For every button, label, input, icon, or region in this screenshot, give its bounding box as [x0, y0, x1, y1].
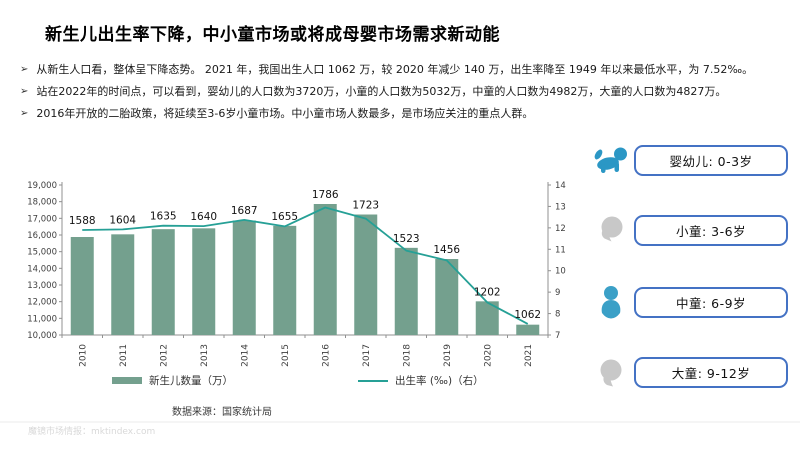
- x-axis-label: 2021: [524, 344, 534, 367]
- birthrate-line: [82, 206, 529, 325]
- svg-text:14,000: 14,000: [28, 264, 57, 274]
- bullet-text: 从新生人口看，整体呈下降态势。 2021 年，我国出生人口 1062 万，较 2…: [36, 63, 754, 76]
- x-axis-label: 2012: [159, 344, 169, 367]
- bar-value-label: 1523: [393, 233, 420, 245]
- x-axis-label: 2018: [402, 344, 412, 367]
- svg-text:12,000: 12,000: [28, 298, 57, 308]
- age-group-box: 大童: 9-12岁: [634, 356, 788, 388]
- baby-crawl-icon: [593, 142, 629, 178]
- bullet-list: ➢ 从新生人口看，整体呈下降态势。 2021 年，我国出生人口 1062 万，较 …: [20, 62, 786, 128]
- svg-text:19,000: 19,000: [28, 181, 57, 191]
- svg-text:9: 9: [555, 288, 560, 298]
- data-source: 数据来源：国家统计局: [172, 407, 272, 418]
- x-axis-label: 2019: [443, 344, 453, 367]
- svg-text:17,000: 17,000: [28, 214, 57, 224]
- bullet-text: 站在2022年的时间点，可以看到，婴幼儿的人口数为3720万，小童的人口数为50…: [36, 85, 727, 98]
- age-group-row: 中童: 6-9岁: [593, 284, 788, 320]
- bar-value-label: 1202: [474, 286, 501, 298]
- bullet-item: ➢ 从新生人口看，整体呈下降态势。 2021 年，我国出生人口 1062 万，较 …: [20, 62, 786, 77]
- svg-text:11,000: 11,000: [28, 314, 57, 324]
- bar-2010: [70, 237, 94, 335]
- svg-text:13,000: 13,000: [28, 281, 57, 291]
- watermark: 魔镜市场情报：mktindex.com: [28, 427, 156, 437]
- bar-2018: [394, 247, 418, 335]
- x-axis-label: 2017: [362, 344, 372, 367]
- bar-2012: [151, 229, 175, 335]
- bar-value-label: 1655: [271, 211, 298, 223]
- x-axis-label: 2014: [240, 344, 250, 367]
- x-axis-label: 2010: [78, 344, 88, 367]
- bar-value-label: 1062: [514, 309, 541, 321]
- birth-chart: 19,000 18,000 17,000 16,000 15,000 14,000 13,0…: [28, 181, 566, 367]
- svg-text:15,000: 15,000: [28, 248, 57, 258]
- bar-2011: [111, 234, 135, 335]
- bullet-arrow-icon: ➢: [20, 86, 29, 97]
- svg-text:8: 8: [555, 310, 560, 320]
- x-axis-label: 2020: [483, 344, 493, 367]
- big-child-head-icon: [593, 354, 629, 390]
- bar-2020: [475, 301, 499, 335]
- x-axis-label: 2013: [200, 344, 210, 367]
- x-axis-label: 2011: [119, 344, 129, 367]
- age-group-box: 婴幼儿: 0-3岁: [634, 144, 788, 176]
- bar-2021: [516, 324, 540, 335]
- svg-text:18,000: 18,000: [28, 198, 57, 208]
- bar-value-label: 1635: [150, 211, 177, 223]
- bar-2019: [435, 259, 459, 335]
- bar-value-label: 1786: [312, 189, 339, 201]
- age-group-row: 婴幼儿: 0-3岁: [593, 142, 788, 178]
- bar-2015: [273, 225, 297, 335]
- age-group-box: 中童: 6-9岁: [634, 286, 788, 318]
- svg-text:16,000: 16,000: [28, 231, 57, 241]
- svg-text:14: 14: [555, 181, 566, 191]
- bar-value-label: 1723: [352, 200, 379, 212]
- footer-divider: [0, 421, 800, 423]
- age-group-label: 中童: 6-9岁: [675, 295, 747, 311]
- bar-value-label: 1588: [69, 215, 96, 227]
- bullet-arrow-icon: ➢: [20, 64, 29, 75]
- x-axis-label: 2015: [281, 344, 291, 367]
- svg-text:13: 13: [555, 202, 566, 212]
- bar-value-label: 1604: [109, 214, 136, 226]
- mid-child-bust-icon: [593, 284, 629, 320]
- bullet-item: ➢ 2016年开放的二胎政策，将延续至3-6岁小童市场。中小童市场人数最多，是市场…: [20, 106, 786, 121]
- svg-text:10,000: 10,000: [28, 331, 57, 341]
- age-group-label: 大童: 9-12岁: [671, 365, 751, 381]
- bar-2013: [192, 228, 216, 335]
- page-title: 新生儿出生率下降，中小童市场或将成母婴市场需求新动能: [45, 25, 500, 45]
- bar-2016: [313, 204, 337, 335]
- bar-value-label: 1640: [190, 211, 217, 223]
- bar-value-label: 1456: [433, 244, 460, 256]
- bar-value-label: 1687: [231, 205, 258, 217]
- age-group-row: 大童: 9-12岁: [593, 354, 788, 390]
- age-group-label: 婴幼儿: 0-3岁: [669, 153, 753, 169]
- age-group-row: 小童: 3-6岁: [593, 212, 788, 248]
- age-group-label: 小童: 3-6岁: [675, 223, 747, 239]
- svg-text:10: 10: [555, 267, 566, 277]
- bullet-item: ➢ 站在2022年的时间点，可以看到，婴幼儿的人口数为3720万，小童的人口数为5…: [20, 84, 786, 99]
- bullet-arrow-icon: ➢: [20, 108, 29, 119]
- x-axis-label: 2016: [321, 344, 331, 367]
- bullet-text: 2016年开放的二胎政策，将延续至3-6岁小童市场。中小童市场人数最多，是市场应…: [36, 107, 534, 120]
- svg-text:11: 11: [555, 245, 566, 255]
- age-group-box: 小童: 3-6岁: [634, 214, 788, 246]
- bar-2017: [354, 214, 378, 335]
- svg-text:7: 7: [555, 331, 560, 341]
- bar-2014: [232, 220, 256, 335]
- svg-text:12: 12: [555, 224, 566, 234]
- small-child-head-icon: [593, 212, 629, 248]
